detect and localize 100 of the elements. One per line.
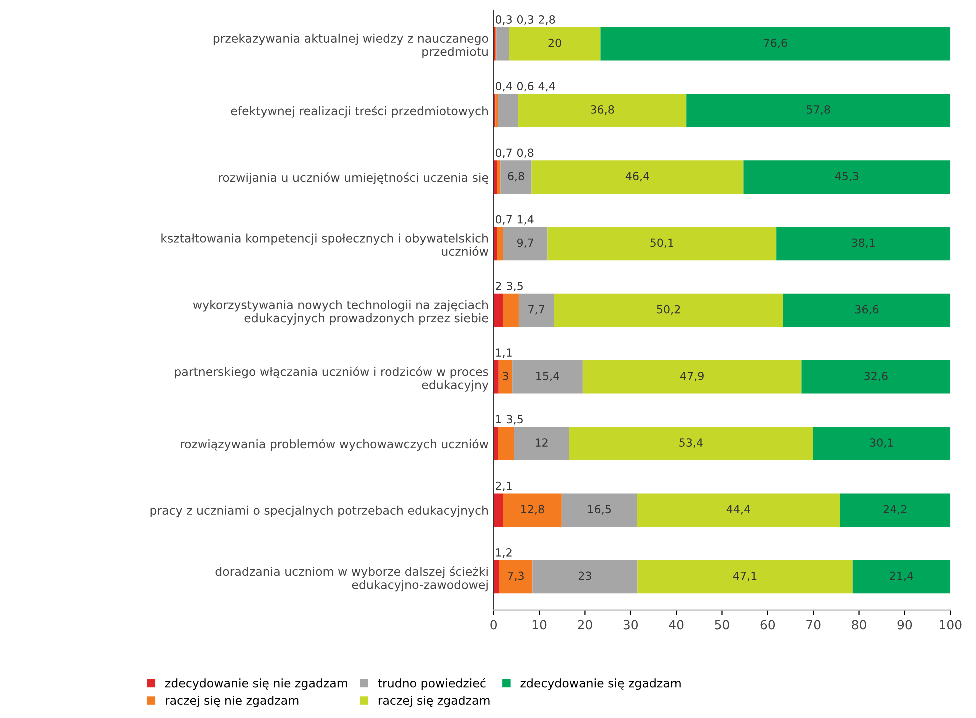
data-label: 2 <box>496 282 502 290</box>
x-tick-label: 40 <box>669 620 684 630</box>
x-tick-label: 10 <box>532 620 547 630</box>
x-tick-label: 60 <box>760 620 776 630</box>
bar <box>512 360 583 394</box>
legend-label: zdecydowanie się nie zgadzam <box>165 678 348 690</box>
y-tick-label: doradzania uczniom w wyborze dalszej ścieżki edukacyjno-zawodowej <box>216 566 488 592</box>
data-label: 15,4 <box>536 372 560 382</box>
bar <box>638 560 853 594</box>
data-label: 36,6 <box>856 305 879 315</box>
data-label: 32,6 <box>864 372 888 382</box>
bar <box>518 94 687 128</box>
bar <box>548 227 777 261</box>
y-tick-label: pracy z uczniami o specjalnych potrzebach edukacyjnych <box>150 506 488 518</box>
bar <box>582 360 802 394</box>
bar <box>518 294 554 328</box>
data-label: 9,7 <box>517 238 534 248</box>
data-label: 3,5 <box>507 282 523 292</box>
bar <box>500 160 532 194</box>
y-tick-label: efektywnej realizacji treści przedmiotowych <box>231 106 488 118</box>
data-label: 1,2 <box>496 548 512 558</box>
bar <box>783 294 951 328</box>
bar <box>532 160 744 194</box>
bar <box>686 94 951 128</box>
bar <box>569 427 814 460</box>
data-label: 50,2 <box>657 305 680 315</box>
data-label: 24,2 <box>884 505 907 515</box>
y-tick-label: przekazywania aktualnej wiedzy z nauczanego przedmiotu <box>214 34 488 59</box>
legend-label: raczej się zgadzam <box>378 696 490 708</box>
data-label: 47,1 <box>733 572 757 582</box>
x-tick-label: 30 <box>624 620 638 630</box>
bar <box>496 27 510 61</box>
data-label: 57,8 <box>807 106 830 116</box>
bar <box>813 427 951 460</box>
data-label: 23 <box>578 572 592 580</box>
bar <box>600 27 951 61</box>
data-label: 36,8 <box>591 106 614 116</box>
bar <box>498 360 513 394</box>
bar <box>637 494 840 528</box>
bar <box>502 294 519 328</box>
bar <box>503 227 548 261</box>
data-label: 53,4 <box>680 438 703 448</box>
data-label: 47,9 <box>680 372 704 382</box>
data-label: 0,4 <box>496 82 512 92</box>
data-label: 38,1 <box>852 238 875 248</box>
data-label: 1,4 <box>518 216 534 225</box>
y-tick-label: kształtowania kompetencji społecznych i obywatelskich uczniów <box>162 234 488 256</box>
data-label: 0,3 <box>496 16 512 26</box>
legend-label: zdecydowanie się zgadzam <box>520 678 681 690</box>
data-label: 45,3 <box>835 172 859 182</box>
x-tick-label: 70 <box>806 620 821 630</box>
data-label: 6,8 <box>508 172 524 182</box>
x-tick-label: 80 <box>852 620 866 630</box>
data-label: 76,6 <box>764 38 788 48</box>
data-label: 0,3 <box>517 16 534 26</box>
bar <box>532 560 638 594</box>
data-label: 20 <box>548 38 562 48</box>
y-tick-label: rozwiązywania problemów wychowawczych uczniów <box>181 439 489 451</box>
data-label: 7,3 <box>508 572 524 582</box>
data-label: 3 <box>503 372 508 380</box>
data-label: 50,1 <box>650 238 674 248</box>
bar <box>494 294 503 328</box>
data-label: 16,5 <box>588 505 611 515</box>
data-label: 12 <box>536 438 548 447</box>
data-label: 3,5 <box>507 415 523 425</box>
y-tick-label: wykorzystywania nowych technologii na zajęciach edukacyjnych prowadzonych przez siebie <box>193 300 488 325</box>
data-label: 1,1 <box>496 348 512 358</box>
bar <box>802 360 951 394</box>
data-label: 12,8 <box>522 505 544 515</box>
data-label: 1 <box>496 415 502 424</box>
bar <box>496 94 498 128</box>
bar <box>509 27 601 61</box>
y-tick-label: rozwijania u uczniów umiejętności uczenia się <box>219 172 488 184</box>
bar <box>744 160 951 194</box>
x-tick-label: 50 <box>715 620 730 630</box>
bar <box>498 94 519 128</box>
bar <box>776 227 951 261</box>
data-label: 46,4 <box>626 172 650 182</box>
bar <box>494 360 499 394</box>
y-tick-label: partnerskiego włączania uczniów i rodziców w proces edukacyjny <box>175 366 489 392</box>
x-tick-label: 100 <box>940 620 962 630</box>
bar <box>494 494 504 528</box>
x-tick-label: 90 <box>898 620 912 630</box>
data-label: 2,8 <box>539 16 556 26</box>
data-label: 0,7 <box>496 148 512 158</box>
data-label: 44,4 <box>726 505 750 515</box>
legend-label: trudno powiedzieć <box>378 678 486 690</box>
bar <box>497 227 504 261</box>
x-tick-label: 0 <box>490 620 498 630</box>
legend-label: raczej się nie zgadzam <box>166 696 299 708</box>
data-label: 2,1 <box>496 482 512 492</box>
x-tick-label: 20 <box>578 620 592 630</box>
data-label: 0,6 <box>517 82 534 92</box>
data-label: 7,7 <box>528 306 544 315</box>
bar <box>494 560 500 594</box>
data-label: 30,1 <box>870 438 894 448</box>
data-label: 4,4 <box>538 82 556 92</box>
bar <box>499 560 533 594</box>
data-label: 0,7 <box>496 215 512 225</box>
data-label: 0,8 <box>517 148 534 158</box>
